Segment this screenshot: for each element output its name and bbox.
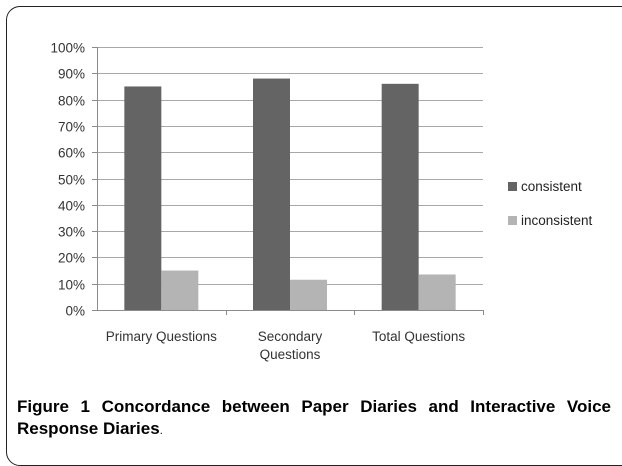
bar-inconsistent (418, 274, 456, 310)
caption-end-mark: . (159, 425, 163, 437)
y-tick-label: 80% (58, 94, 85, 109)
y-tick-label: 10% (58, 278, 85, 293)
legend-swatch-inconsistent (508, 216, 517, 225)
bar-chart: 0% 10% 20% 30% 40% 50% 60% 70% 80% 90% 100% Primar… (50, 41, 593, 363)
x-category-label: Questions (260, 347, 321, 362)
y-tick-label: 90% (58, 67, 85, 82)
legend-swatch-consistent (508, 182, 517, 191)
bar-consistent (124, 86, 162, 310)
bar-consistent (253, 78, 290, 310)
y-tick-label: 50% (58, 173, 85, 188)
bar-inconsistent (161, 270, 199, 310)
y-axis-tick-labels: 0% 10% 20% 30% 40% 50% 60% 70% 80% 90% 100% (50, 41, 85, 319)
figure-caption: Figure 1 Concordance between Paper Diari… (17, 396, 611, 442)
bars (124, 78, 456, 310)
bar-inconsistent (290, 279, 327, 310)
y-tick-label: 70% (58, 120, 85, 135)
x-category-label: Total Questions (372, 329, 465, 344)
legend-label-consistent: consistent (521, 179, 582, 194)
legend: consistent inconsistent (508, 179, 593, 228)
y-tick-label: 0% (65, 304, 85, 319)
figure-frame (6, 6, 622, 466)
x-axis-category-labels: Primary Questions Secondary Questions Total… (106, 329, 466, 362)
x-category-label: Primary Questions (106, 329, 217, 344)
x-axis (97, 47, 484, 315)
caption-title: Concordance between Paper Diaries and In… (17, 397, 612, 438)
bar-consistent (381, 83, 419, 310)
y-tick-label: 30% (58, 225, 85, 240)
y-tick-label: 100% (50, 41, 85, 56)
y-tick-label: 60% (58, 146, 85, 161)
y-tick-label: 40% (58, 199, 85, 214)
legend-label-inconsistent: inconsistent (521, 213, 593, 228)
y-tick-label: 20% (58, 251, 85, 266)
caption-figure-label: Figure 1 (17, 397, 90, 416)
x-category-label: Secondary (258, 329, 323, 344)
